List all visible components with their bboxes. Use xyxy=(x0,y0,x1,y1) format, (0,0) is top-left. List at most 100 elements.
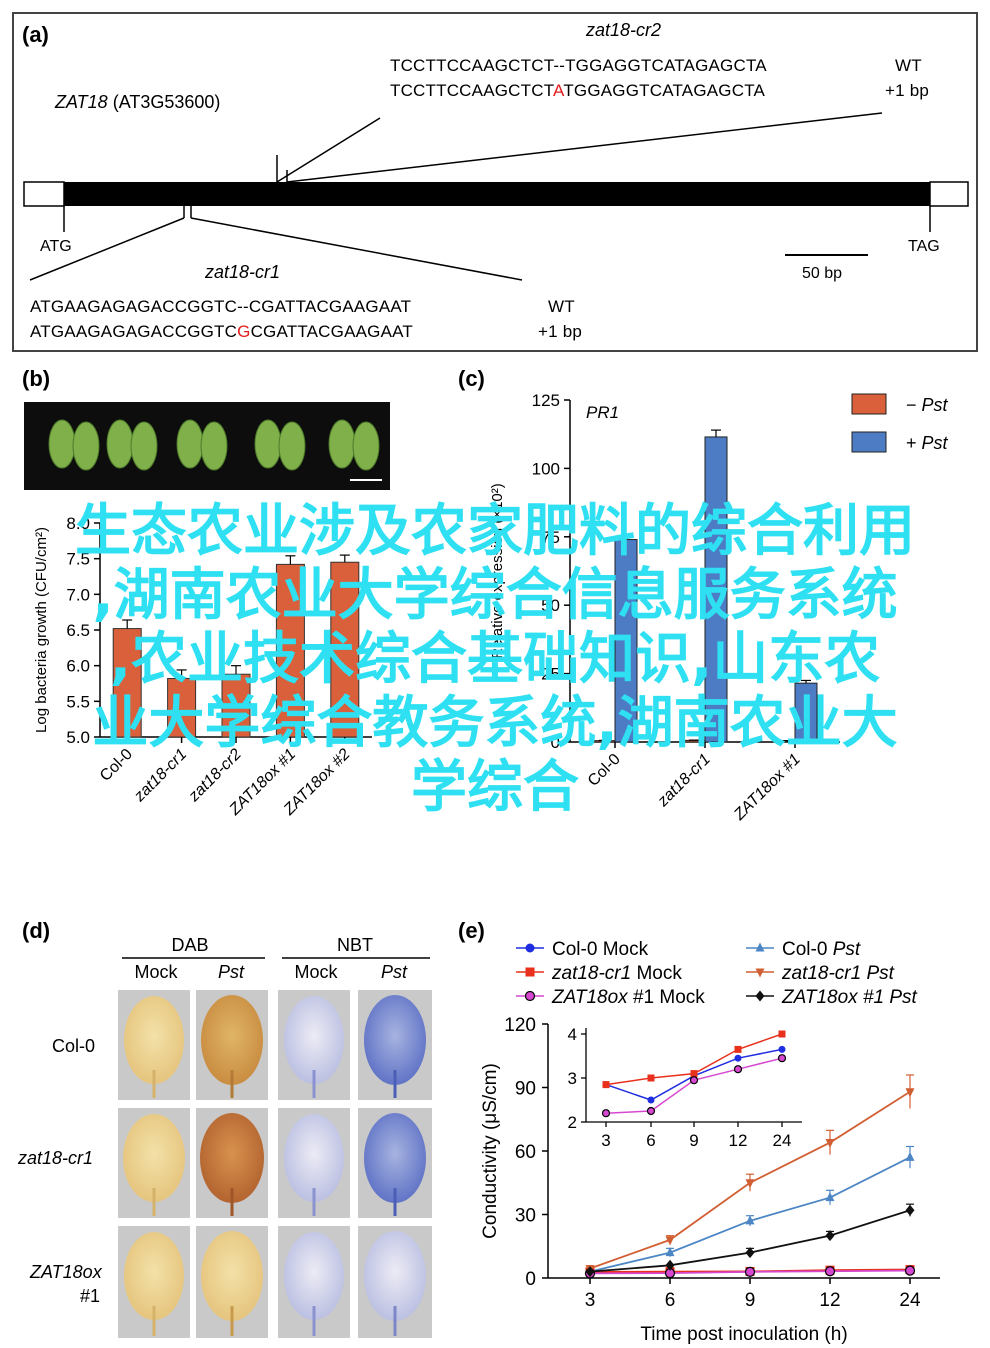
data-point xyxy=(905,1088,915,1098)
legend-label: zat18-cr1 Mock xyxy=(551,963,682,984)
y-tick-label: 100 xyxy=(532,459,560,478)
leaf-row-ox xyxy=(118,1226,432,1338)
x-tick-label: 3 xyxy=(585,1290,596,1311)
overlay-line-5: 学综合 xyxy=(411,755,579,820)
legend-marker xyxy=(755,942,765,952)
row-label-col0: Col-0 xyxy=(52,1036,96,1056)
bar xyxy=(794,682,818,743)
y-tick-label: 0 xyxy=(525,1269,536,1290)
data-point xyxy=(745,1247,755,1259)
inset-data-point xyxy=(733,1065,743,1074)
legend-marker xyxy=(524,990,536,1002)
data-point xyxy=(665,1236,675,1246)
y-tick-label: 5.0 xyxy=(66,728,90,747)
data-point xyxy=(825,1230,835,1242)
y-tick-label: 7.5 xyxy=(66,550,90,569)
inset-data-point xyxy=(778,1030,786,1038)
y-tick-label: 90 xyxy=(515,1079,536,1100)
x-tick-label: 24 xyxy=(899,1290,921,1311)
cr2-mut-seq: TCCTTCCAAGCTCTATGGAGGTCATAGAGCTA xyxy=(390,81,765,101)
y-tick-label: 6.5 xyxy=(66,621,90,640)
inset-data-point xyxy=(777,1054,787,1063)
panel-b-label: (b) xyxy=(22,366,51,391)
data-point xyxy=(905,1151,915,1161)
gene-symbol: ZAT18 xyxy=(55,92,108,112)
y-tick-label: 5.5 xyxy=(66,692,90,711)
x-tick-label: 6 xyxy=(665,1290,676,1311)
dab-mock-header: Mock xyxy=(134,962,178,982)
row-label-ox-num: #1 xyxy=(80,1286,101,1306)
overlay-text: 生态农业涉及农家肥料的综合利用 ,湖南农业大学综合信息服务系统 ,农业技术综合基… xyxy=(0,500,990,820)
y-tick-label: 25 xyxy=(541,665,560,684)
coding-region xyxy=(64,182,930,206)
bar xyxy=(167,678,197,738)
bar xyxy=(112,628,142,738)
cr2-mut-post: TGGAGGTCATAGAGCTA xyxy=(563,81,766,100)
legend-marker xyxy=(755,968,765,978)
cr1-callout-left xyxy=(29,217,185,281)
cr1-mut-seq: ATGAAGAGAGACCGGTCGCGATTACGAAGAAT xyxy=(30,322,413,342)
cr1-callout-right xyxy=(190,217,523,281)
seedling-photo xyxy=(24,402,390,490)
bar xyxy=(614,539,638,743)
x-tick-label: 9 xyxy=(745,1290,756,1311)
cr1-wt-seq: ATGAAGAGAGACCGGTC--CGATTACGAAGAAT xyxy=(30,297,412,316)
overlay-line-3: ,农业技术综合基础知识,山东农 xyxy=(109,627,881,692)
legend-label: ZAT18ox #1 Pst xyxy=(781,987,918,1008)
y-axis-label: Conductivity (μS/cm) xyxy=(480,1063,501,1239)
bar xyxy=(330,561,360,738)
conductivity-chart: Col-0 Mock zat18-cr1 Mock ZAT18ox #1 Mock C… xyxy=(480,939,940,1345)
cr2-mut-pre: TCCTTCCAAGCTCT xyxy=(390,81,554,100)
inset-data-point xyxy=(778,1045,786,1053)
inset-data-point xyxy=(647,1074,655,1082)
data-point xyxy=(744,1266,756,1277)
inset-x-tick-label: 12 xyxy=(729,1131,748,1150)
y-tick-label: 8.0 xyxy=(66,514,90,533)
cr1-mut-post: CGATTACGAAGAAT xyxy=(250,322,413,341)
y-axis-label: Relative expression (×10²) xyxy=(489,483,506,659)
inset-x-tick-label: 24 xyxy=(773,1131,792,1150)
y-axis-label: Log bacteria growth (CFU/cm²) xyxy=(33,527,50,733)
inset-data-point xyxy=(734,1045,742,1053)
legend-swatch xyxy=(851,393,887,415)
bar xyxy=(221,673,251,738)
utr-left xyxy=(23,181,65,207)
inset-x-tick-label: 6 xyxy=(646,1131,655,1150)
x-axis-label: Time post inoculation (h) xyxy=(640,1324,847,1345)
pr1-expression-chart: 0 25 50 75 100 125 Relative expression (×10²) P… xyxy=(489,391,949,824)
legend-label: zat18-cr1 Pst xyxy=(781,963,895,984)
cr1-insertion: G xyxy=(237,322,251,341)
leaf-row-cr1 xyxy=(118,1108,432,1218)
legend-label: + Pst xyxy=(906,433,949,453)
cr2-wt-tag: WT xyxy=(895,56,922,75)
legend-marker xyxy=(525,943,535,953)
panel-a-label: (a) xyxy=(22,22,49,47)
legend-marker xyxy=(525,967,535,977)
inset-data-point xyxy=(689,1076,699,1085)
inset-y-tick-label: 2 xyxy=(568,1113,577,1132)
tag-label: TAG xyxy=(908,238,940,255)
legend-label: Col-0 Mock xyxy=(552,939,649,960)
y-tick-label: 0 xyxy=(551,733,560,752)
data-point xyxy=(745,1179,755,1189)
inset-data-point xyxy=(646,1106,656,1116)
utr-right xyxy=(929,181,969,207)
nbt-header: NBT xyxy=(337,935,373,955)
data-point xyxy=(825,1139,835,1149)
gene-locus: (AT3G53600) xyxy=(112,92,221,112)
y-tick-label: 120 xyxy=(504,1015,536,1036)
cr2-callout-right xyxy=(286,112,883,183)
gene-model xyxy=(23,112,969,281)
inset-data-point xyxy=(602,1081,610,1089)
inset-x-tick-label: 9 xyxy=(689,1131,698,1150)
data-point xyxy=(905,1204,915,1216)
inset-data-point xyxy=(601,1109,611,1118)
inset-data-point xyxy=(690,1070,698,1078)
y-tick-label: 125 xyxy=(532,391,560,410)
cr1-title: zat18-cr1 xyxy=(205,262,281,282)
cr1-mut-tag: +1 bp xyxy=(538,322,583,341)
atg-label: ATG xyxy=(40,238,72,255)
y-tick-label: 60 xyxy=(515,1142,536,1163)
overlay-line-4: 业大学综合教务系统,湖南农业大 xyxy=(92,691,898,756)
